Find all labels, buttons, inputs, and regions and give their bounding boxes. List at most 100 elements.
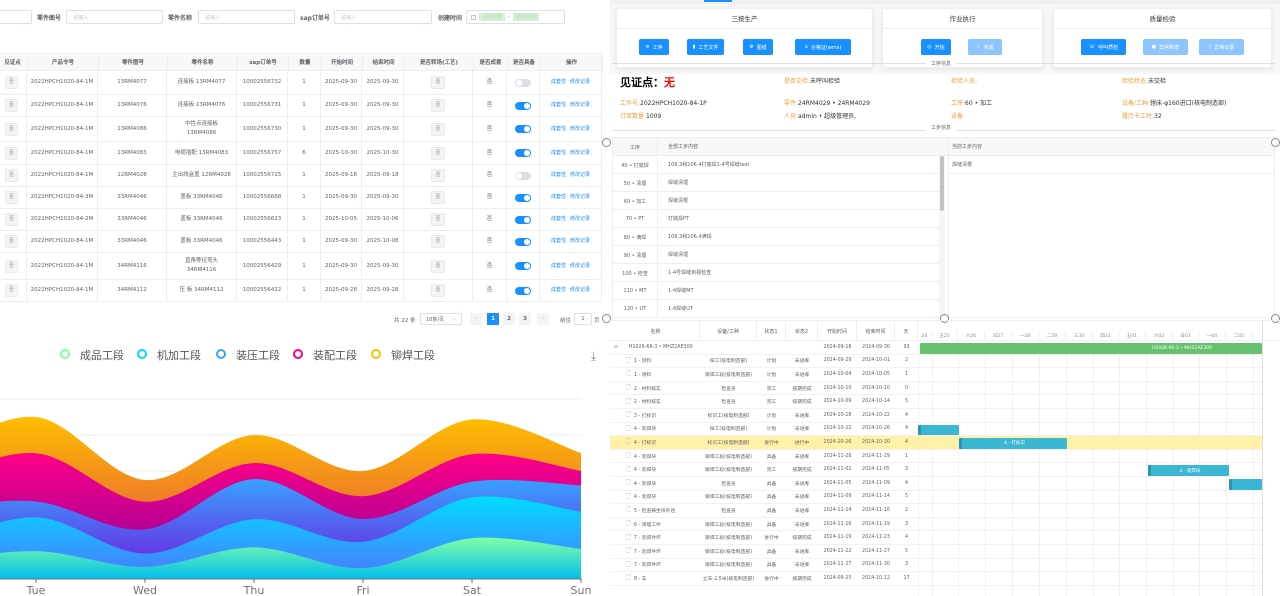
gantt-row[interactable]: 🗋 7 - 装焊件坏 铆焊工段(核电制造部) 具备 未进库 2024-11-27 2024-… [610,559,1262,573]
gantt-row[interactable]: 🗋 4 - 打标识 标识工(核电制造部) 进行中 进行中 2024-10-26 2024-1… [610,436,1262,450]
prev-page-button[interactable]: ‹ [470,313,482,325]
sap-order-input[interactable]: 请输入 [334,10,432,24]
gantt-bar[interactable] [1229,479,1262,490]
ready-toggle[interactable] [515,101,531,110]
scrollbar-thumb[interactable] [940,156,944,211]
action-button[interactable]: ▮ 工艺文件 [687,39,724,55]
edit-history-link[interactable]: 修改记录 [570,172,591,178]
legend-label[interactable]: 装压工段 [236,349,280,362]
edit-history-link[interactable]: 修改记录 [570,216,591,222]
action-button[interactable]: ≡ 工序 [639,39,669,55]
gantt-group-row[interactable]: ⊟ 🗀 H1026-66-3 • MHZ2AE300 2024-09-18 2024-0… [610,341,1262,355]
edit-history-link[interactable]: 修改记录 [570,125,591,132]
gantt-row[interactable]: 🗋 7 - 装焊件坏 铆焊工段(核电制造部) 进行中 按期完成 2024-11-19 202… [610,531,1262,545]
cell-drawing: 33RM4046 [98,209,167,230]
completeness-link[interactable]: 成套性 [550,102,566,108]
gantt-row[interactable]: 🗋 4 - 装焊块 检查员 具备 未进库 2024-11-05 2024-11-09 4 [610,477,1262,491]
gantt-row[interactable]: 🗋 2 - 材料核实 检查员 完工 按期完成 2024-10-10 2024-10-10 0 [610,382,1262,396]
legend-marker-icon[interactable] [137,349,147,359]
resize-handle[interactable] [940,314,949,323]
created-date-range[interactable]: 开始日期 - 结束日期 [466,10,565,24]
ready-toggle[interactable] [515,193,531,202]
gantt-bar[interactable]: 4 - 打标识 [959,438,1067,449]
ready-toggle[interactable] [515,125,531,133]
resize-handle[interactable] [602,138,611,147]
gantt-row[interactable]: 🗋 4 - 装焊块 铆焊工段(核电制造部) 具备 未进库 2024-11-09 2024-1… [610,491,1262,505]
gantt-row[interactable]: 🗋 3 - 打标识 标识工(核电制造部) 计划 未进库 2024-10-18 2024-10… [610,409,1262,423]
gantt-row[interactable]: 🗋 6 - 清理工件 铆焊工段(核电制造部) 具备 未进库 2024-11-16 2024-… [610,518,1262,532]
edit-history-link[interactable]: 修改记录 [570,79,591,85]
page-1-button[interactable]: 1 [487,313,499,325]
legend-label[interactable]: 装配工段 [313,349,357,362]
next-page-button[interactable]: › [537,313,549,325]
action-button[interactable]: ◎ 开始 [921,39,951,55]
ready-toggle[interactable] [515,171,531,180]
page-3-button[interactable]: 3 [519,313,531,325]
download-icon[interactable]: ⤓ [591,349,597,363]
page-size-select[interactable]: 10条/页 ⌄ [420,313,462,325]
date-end-input[interactable]: 结束日期 [512,13,539,21]
resize-handle[interactable] [1271,138,1280,147]
action-button[interactable]: ⌂ 合格证(wms) [795,39,851,55]
part-name-input[interactable]: 请输入 [198,10,295,24]
ready-toggle[interactable] [515,215,531,224]
ready-toggle[interactable] [515,149,531,157]
edit-history-link[interactable]: 修改记录 [570,287,591,293]
page-2-button[interactable]: 2 [503,313,515,325]
legend-marker-icon[interactable] [371,349,381,359]
gantt-row[interactable]: 🗋 4 - 装焊块 探工(核电制造部) 计划 未进库 2024-10-22 2024-10-… [610,423,1262,437]
cell-witness: 否 [0,231,27,252]
gantt-row[interactable]: 🗋 5 - 检查铸坐块外径 检查员 具备 未进库 2024-11-14 2024-11-16… [610,504,1262,518]
gantt-bar[interactable]: 4 - 装焊块 [1148,465,1229,476]
ready-toggle[interactable] [515,262,531,270]
completeness-link[interactable]: 成套性 [550,287,566,293]
completeness-link[interactable]: 成套性 [550,194,566,200]
legend-label[interactable]: 铆焊工段 [391,349,435,362]
legend-marker-icon[interactable] [216,349,226,359]
action-button[interactable]: ⚙ 图纸 [743,39,773,55]
action-button[interactable]: ✓ 完成 [968,39,1002,55]
legend-marker-icon[interactable] [293,349,303,359]
edit-history-link[interactable]: 修改记录 [570,262,591,269]
gantt-row[interactable]: 🗋 2 - 材料核实 检查员 完工 按期完成 2024-10-09 2024-10-14 5 [610,395,1262,409]
completeness-link[interactable]: 成套性 [550,238,566,244]
step-table-header: 工序 全部工步内容 当前工步内容 [613,138,1274,156]
legend-label[interactable]: 机加工段 [157,349,201,362]
resize-handle[interactable] [602,314,611,323]
goto-page-input[interactable]: 1 [574,313,592,325]
date-start-input[interactable]: 开始日期 [479,13,505,21]
legend-marker-icon[interactable] [60,349,70,359]
collapse-icon[interactable]: ⊟ [614,344,619,350]
completeness-link[interactable]: 成套性 [550,125,566,132]
scrollbar-track[interactable] [939,156,945,318]
gantt-row[interactable]: 🗋 4 - 装焊块 铆焊工段(核电制造部) 完工 按期完成 2024-11-02 2024-… [610,463,1262,477]
ready-toggle[interactable] [515,237,531,246]
active-tab[interactable] [704,0,732,2]
completeness-link[interactable]: 成套性 [550,172,566,178]
completeness-link[interactable]: 成套性 [550,149,566,156]
action-button[interactable]: ☏ 呼叫质检 [1081,39,1126,55]
edit-history-link[interactable]: 修改记录 [570,149,591,156]
gantt-row[interactable]: 🗋 7 - 装焊件坏 铆焊工段(核电制造部) 具备 未进库 2024-11-22 2024-… [610,545,1262,559]
gantt-row[interactable]: 🗋 1 - 领料 铆焊工段(核电制造部) 计划 未进库 2024-10-04 2024-10… [610,368,1262,382]
legend-label[interactable]: 成品工段 [80,349,124,362]
button-label: 呼叫质检 [1098,44,1119,51]
action-button[interactable]: ● 异常新增 [1143,39,1188,55]
gantt-bar[interactable]: H1026-66-3 • MHZ2AE300 [920,343,1262,354]
edit-history-link[interactable]: 修改记录 [570,102,591,108]
filter-input-partial[interactable] [0,10,32,24]
completeness-link[interactable]: 成套性 [550,262,566,269]
gantt-row[interactable]: 🗋 8 - 车立车-2.5米(核电制造部) 进行中 按期完成 2024-09-25 202… [610,572,1262,586]
ready-toggle[interactable] [515,78,531,87]
completeness-link[interactable]: 成套性 [550,216,566,222]
drawing-number-input[interactable]: 请输入 [66,10,163,24]
gantt-row[interactable]: 🗋 1 - 领料 探工(核电制造部) 计划 未进库 2024-09-29 2024-10-0… [610,355,1262,369]
witness-point: 见证点：无 [620,74,675,90]
action-button[interactable]: ▯ 异常记录 [1199,39,1244,55]
gantt-bar[interactable] [918,424,959,436]
ready-toggle[interactable] [515,286,531,295]
gantt-row[interactable]: 🗋 4 - 装焊块 铆焊工段(核电制造部) 具备 未进库 2024-11-28 2024-1… [610,450,1262,464]
completeness-link[interactable]: 成套性 [550,79,566,85]
edit-history-link[interactable]: 修改记录 [570,238,591,244]
edit-history-link[interactable]: 修改记录 [570,194,591,200]
